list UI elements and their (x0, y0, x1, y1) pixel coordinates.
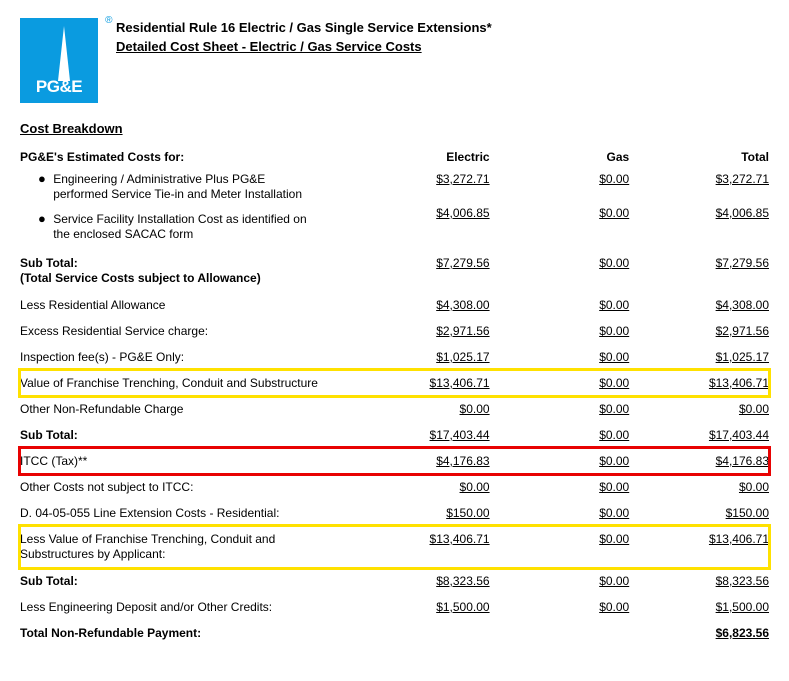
row-inspection-fee: Inspection fee(s) - PG&E Only: $1,025.17… (20, 344, 769, 370)
row-total-payment: Total Non-Refundable Payment: $6,823.56 (20, 620, 769, 646)
bullet-row-facility: ● Service Facility Installation Cost as … (20, 204, 769, 250)
row-less-franchise: Less Value of Franchise Trenching, Condu… (20, 526, 769, 568)
val-gas: $0.00 (599, 350, 629, 364)
val-electric: $7,279.56 (436, 256, 489, 270)
row-subtotal-3: Sub Total: $8,323.56 $0.00 $8,323.56 (20, 568, 769, 594)
val-gas: $0.00 (599, 506, 629, 520)
val-total: $150.00 (726, 506, 769, 520)
val-total: $13,406.71 (709, 376, 769, 390)
row-other-costs: Other Costs not subject to ITCC: $0.00 $… (20, 474, 769, 500)
val-total: $7,279.56 (716, 256, 769, 270)
section-title: Cost Breakdown (20, 121, 769, 136)
val-total: $0.00 (739, 402, 769, 416)
row-label: Total Non-Refundable Payment: (20, 620, 350, 646)
row-label: D. 04-05-055 Line Extension Costs - Resi… (20, 500, 350, 526)
val-gas: $0.00 (599, 574, 629, 588)
row-line-extension: D. 04-05-055 Line Extension Costs - Resi… (20, 500, 769, 526)
col-header-total: Total (629, 150, 769, 170)
row-less-allowance: Less Residential Allowance $4,308.00 $0.… (20, 292, 769, 318)
row-itcc-tax: ITCC (Tax)** $4,176.83 $0.00 $4,176.83 (20, 448, 769, 474)
val-gas: $0.00 (599, 600, 629, 614)
row-label: Value of Franchise Trenching, Conduit an… (20, 370, 350, 396)
row-label: Inspection fee(s) - PG&E Only: (20, 344, 350, 370)
row-subtotal-1: Sub Total: (Total Service Costs subject … (20, 250, 769, 292)
val-total: $3,272.71 (716, 172, 769, 186)
val-gas: $0.00 (599, 532, 629, 546)
val-gas: $0.00 (599, 454, 629, 468)
row-label: Less Value of Franchise Trenching, Condu… (20, 526, 350, 568)
col-header-label: PG&E's Estimated Costs for: (20, 150, 350, 170)
val-total: $4,176.83 (716, 454, 769, 468)
row-excess-charge: Excess Residential Service charge: $2,97… (20, 318, 769, 344)
header-title-2: Detailed Cost Sheet - Electric / Gas Ser… (116, 39, 492, 54)
val-total: $2,971.56 (716, 324, 769, 338)
val-gas: $0.00 (599, 376, 629, 390)
col-header-electric: Electric (350, 150, 490, 170)
val-electric: $13,406.71 (430, 376, 490, 390)
bullet-text-engineering: Engineering / Administrative Plus PG&E p… (53, 172, 323, 202)
val-electric: $4,006.85 (436, 206, 489, 220)
row-label: Excess Residential Service charge: (20, 318, 350, 344)
bullet-icon: ● (38, 212, 46, 226)
val-total: $8,323.56 (716, 574, 769, 588)
row-less-deposit: Less Engineering Deposit and/or Other Cr… (20, 594, 769, 620)
val-electric: $1,025.17 (436, 350, 489, 364)
val-total: $17,403.44 (709, 428, 769, 442)
row-label: Other Non-Refundable Charge (20, 396, 350, 422)
val-electric: $8,323.56 (436, 574, 489, 588)
val-gas: $0.00 (599, 480, 629, 494)
val-electric: $2,971.56 (436, 324, 489, 338)
bullet-row-engineering: ● Engineering / Administrative Plus PG&E… (20, 170, 769, 204)
pge-logo: PG&E ® (20, 18, 98, 103)
val-total: $4,308.00 (716, 298, 769, 312)
row-label: Sub Total: (20, 422, 350, 448)
val-total: $0.00 (739, 480, 769, 494)
val-electric: $17,403.44 (430, 428, 490, 442)
table-header-row: PG&E's Estimated Costs for: Electric Gas… (20, 150, 769, 170)
col-header-gas: Gas (490, 150, 630, 170)
val-gas: $0.00 (599, 324, 629, 338)
val-gas: $0.00 (599, 402, 629, 416)
val-electric: $4,176.83 (436, 454, 489, 468)
row-franchise-trenching: Value of Franchise Trenching, Conduit an… (20, 370, 769, 396)
val-gas: $0.00 (599, 206, 629, 220)
val-total: $1,500.00 (716, 600, 769, 614)
row-label: Sub Total: (Total Service Costs subject … (20, 250, 350, 292)
val-electric: $1,500.00 (436, 600, 489, 614)
val-total: $4,006.85 (716, 206, 769, 220)
row-label: Other Costs not subject to ITCC: (20, 474, 350, 500)
cost-table: PG&E's Estimated Costs for: Electric Gas… (20, 150, 769, 646)
header: PG&E ® Residential Rule 16 Electric / Ga… (20, 18, 769, 103)
row-subtotal-2: Sub Total: $17,403.44 $0.00 $17,403.44 (20, 422, 769, 448)
val-gas: $0.00 (599, 298, 629, 312)
bullet-text-facility: Service Facility Installation Cost as id… (53, 212, 323, 242)
val-total: $1,025.17 (716, 350, 769, 364)
row-label: Sub Total: (20, 568, 350, 594)
val-electric: $0.00 (460, 402, 490, 416)
row-other-nonrefundable: Other Non-Refundable Charge $0.00 $0.00 … (20, 396, 769, 422)
val-total: $6,823.56 (716, 626, 769, 640)
logo-trademark: ® (105, 15, 112, 26)
row-label: Less Engineering Deposit and/or Other Cr… (20, 594, 350, 620)
header-titles: Residential Rule 16 Electric / Gas Singl… (116, 18, 492, 54)
row-label: Less Residential Allowance (20, 292, 350, 318)
val-total: $13,406.71 (709, 532, 769, 546)
val-gas: $0.00 (599, 172, 629, 186)
val-electric: $150.00 (446, 506, 489, 520)
val-electric: $0.00 (460, 480, 490, 494)
row-label: ITCC (Tax)** (20, 448, 350, 474)
val-electric: $3,272.71 (436, 172, 489, 186)
val-electric: $4,308.00 (436, 298, 489, 312)
val-gas: $0.00 (599, 256, 629, 270)
bullet-icon: ● (38, 172, 46, 186)
header-title-1: Residential Rule 16 Electric / Gas Singl… (116, 20, 492, 35)
logo-triangle-icon (58, 26, 70, 81)
val-gas: $0.00 (599, 428, 629, 442)
val-electric: $13,406.71 (430, 532, 490, 546)
